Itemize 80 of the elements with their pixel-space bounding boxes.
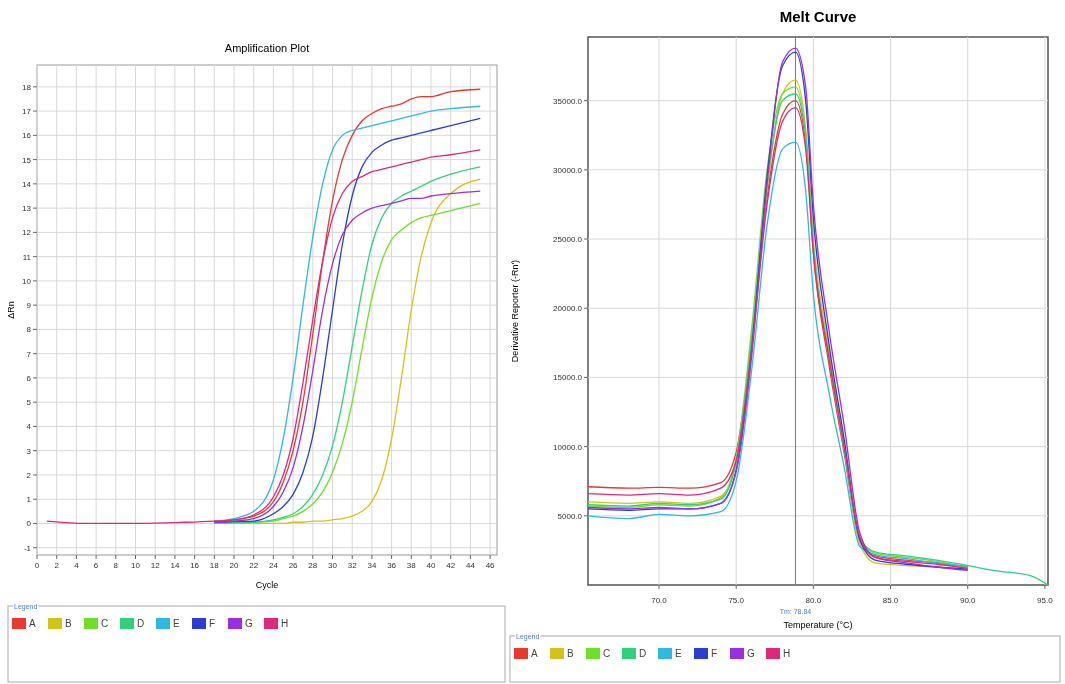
legend-label: C — [101, 618, 109, 629]
x-tick-label: 80.0 — [805, 596, 822, 605]
y-tick-label: 15 — [22, 155, 32, 165]
x-tick-label: 4 — [74, 561, 80, 570]
x-tick-label: 90.0 — [959, 596, 977, 605]
x-tick-label: 42 — [446, 561, 456, 570]
x-tick-label: 46 — [485, 561, 496, 570]
y-tick-label: 8 — [26, 325, 32, 335]
legend-label: D — [639, 648, 647, 659]
x-axis-title: Temperature (°C) — [783, 620, 853, 630]
x-tick-label: 32 — [347, 561, 358, 570]
y-tick-label: 15000.0 — [553, 373, 583, 383]
x-tick-label: 2 — [54, 561, 60, 570]
legend-label: E — [675, 648, 682, 659]
legend-label: G — [747, 648, 755, 659]
x-tick-label: 26 — [288, 561, 299, 570]
x-tick-label: 8 — [113, 561, 119, 570]
y-tick-label: 13 — [22, 204, 32, 214]
x-tick-label: 12 — [150, 561, 161, 570]
chart-title: Melt Curve — [779, 8, 857, 25]
x-tick-label: 22 — [249, 561, 259, 570]
y-tick-label: 1 — [26, 495, 32, 505]
legend-label: G — [245, 618, 253, 629]
legend-label: E — [173, 618, 180, 629]
x-tick-label: 40 — [426, 561, 436, 570]
x-tick-label: 44 — [465, 561, 476, 570]
y-tick-label: 4 — [26, 422, 32, 432]
legend-label: A — [531, 648, 538, 659]
legend-label: B — [567, 648, 574, 659]
x-tick-label: 16 — [190, 561, 200, 570]
y-tick-label: 0 — [26, 519, 32, 529]
x-tick-label: 14 — [170, 561, 180, 570]
y-tick-label: 2 — [26, 470, 32, 480]
y-tick-label: 20000.0 — [553, 304, 583, 314]
x-tick-label: 75.0 — [728, 596, 745, 605]
x-tick-label: 10 — [131, 561, 141, 570]
legend-label: B — [65, 618, 72, 629]
y-tick-label: 16 — [22, 131, 32, 141]
x-tick-label: 0 — [34, 561, 40, 570]
legend-label: D — [137, 618, 145, 629]
x-tick-label: 18 — [209, 561, 220, 570]
legend-label: F — [711, 648, 718, 659]
x-tick-label: 28 — [308, 561, 318, 570]
y-tick-label: 10000.0 — [553, 442, 583, 452]
legend-label: A — [29, 618, 36, 629]
y-tick-label: 5 — [26, 398, 32, 408]
legend-label: F — [209, 618, 216, 629]
y-tick-label: 3 — [26, 446, 32, 456]
legend-label: H — [281, 618, 289, 629]
y-tick-label: 6 — [26, 373, 32, 383]
y-tick-label: 7 — [26, 349, 32, 359]
y-tick-label: 30000.0 — [553, 165, 583, 175]
y-tick-label: 14 — [22, 179, 32, 189]
x-tick-label: 38 — [406, 561, 417, 570]
y-axis-title: Derivative Reporter (-Rn') — [510, 259, 520, 363]
y-tick-label: 25000.0 — [553, 235, 583, 245]
y-tick-label: 9 — [26, 301, 32, 311]
x-tick-label: 24 — [268, 561, 279, 570]
y-tick-label: 10 — [22, 276, 32, 286]
y-axis-title: ΔRn — [6, 301, 16, 319]
y-tick-label: 18 — [22, 82, 32, 92]
y-tick-label: 35000.0 — [553, 96, 583, 106]
y-tick-label: 5000.0 — [557, 511, 583, 521]
x-tick-label: 36 — [387, 561, 397, 570]
x-axis-title: Cycle — [255, 580, 279, 590]
x-tick-label: 85.0 — [882, 596, 899, 605]
x-tick-label: 30 — [328, 561, 338, 570]
x-tick-label: 20 — [229, 561, 239, 570]
x-tick-label: 6 — [93, 561, 99, 570]
x-tick-label: 70.0 — [651, 596, 668, 605]
y-tick-label: 17 — [22, 107, 32, 117]
line-series — [46, 149, 481, 525]
x-tick-label: 34 — [367, 561, 377, 570]
x-tick-label: 95.0 — [1037, 596, 1054, 605]
y-tick-label: 11 — [22, 252, 32, 262]
y-tick-label: 12 — [22, 228, 32, 238]
legend-label: C — [603, 648, 611, 659]
y-tick-label: -1 — [23, 543, 32, 553]
legend-label: H — [783, 648, 791, 659]
chart-title: Amplification Plot — [224, 42, 310, 54]
